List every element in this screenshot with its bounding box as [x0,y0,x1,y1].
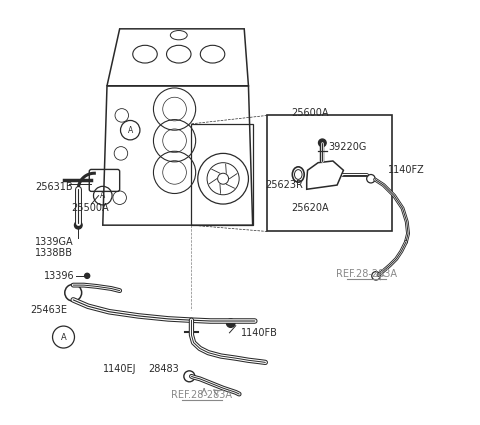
Text: 25623R: 25623R [265,180,303,190]
Text: 1338BB: 1338BB [35,248,73,258]
Text: 1140EJ: 1140EJ [103,364,136,374]
Text: 13396: 13396 [44,271,74,281]
Text: 28483: 28483 [149,364,180,374]
Text: REF.28-283A: REF.28-283A [171,390,232,400]
Text: 25500A: 25500A [72,203,109,213]
Circle shape [227,319,235,327]
Circle shape [84,273,90,278]
Text: 39220G: 39220G [328,142,367,152]
Text: 25463E: 25463E [31,305,68,314]
Text: A: A [60,332,66,342]
Text: 1140FZ: 1140FZ [388,165,425,175]
Bar [267,116,392,232]
Text: 1339GA: 1339GA [35,237,73,247]
Text: 1140FB: 1140FB [240,328,277,338]
Text: 25600A: 25600A [291,108,328,118]
Text: REF.28-283A: REF.28-283A [336,269,397,279]
Text: 25631B: 25631B [36,182,73,192]
Circle shape [319,139,326,147]
Text: A: A [100,191,106,200]
Text: 25620A: 25620A [291,203,328,213]
Circle shape [74,221,82,229]
Text: A: A [128,126,133,135]
